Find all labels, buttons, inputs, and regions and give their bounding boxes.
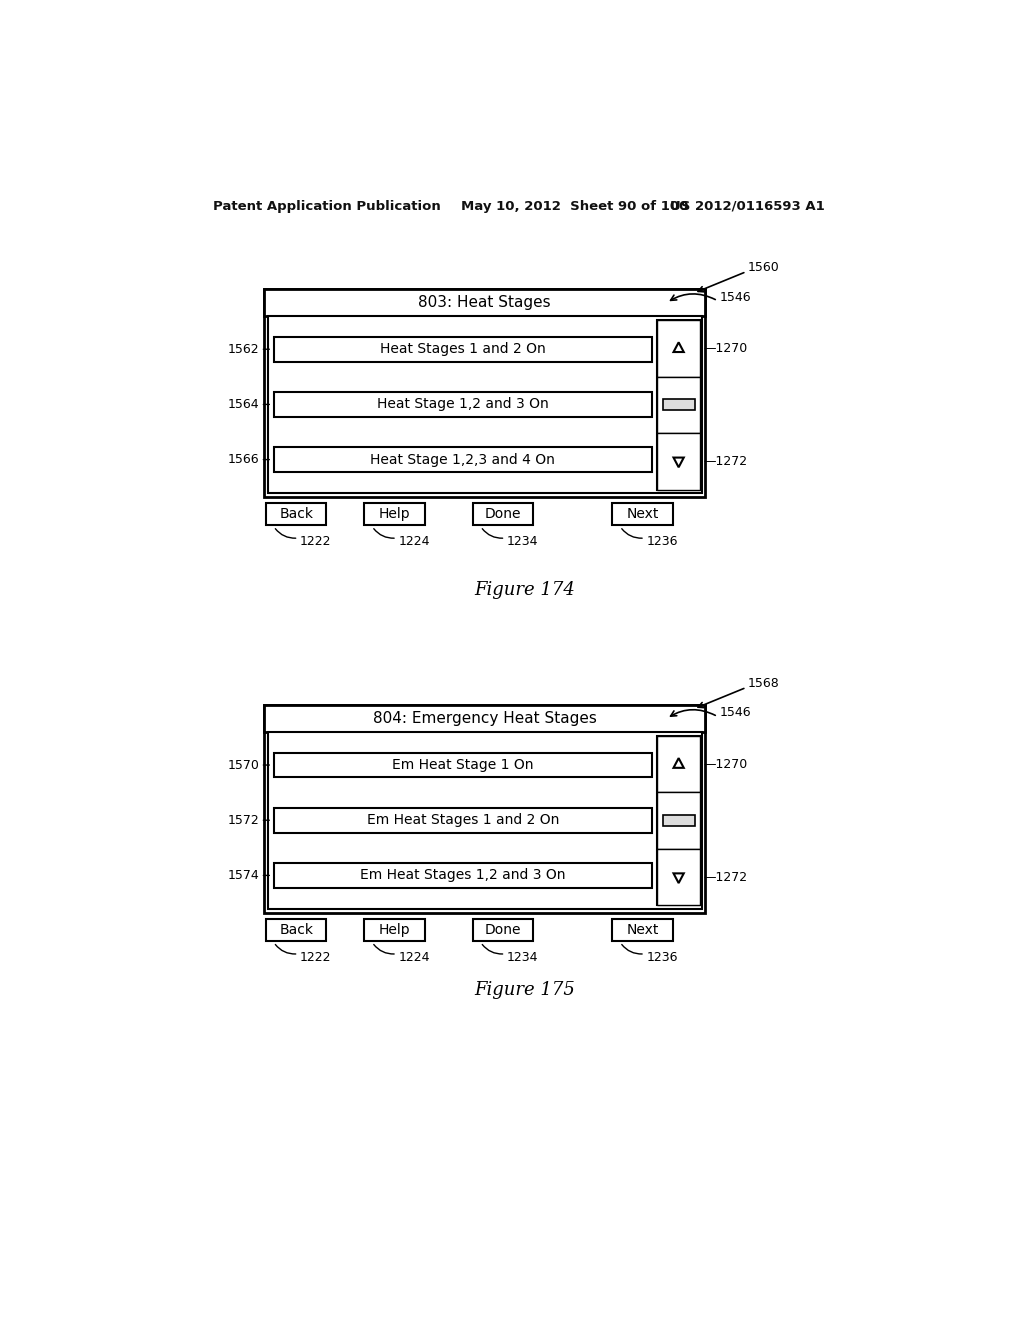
Text: Em Heat Stage 1 On: Em Heat Stage 1 On xyxy=(392,758,534,772)
Text: 1560: 1560 xyxy=(748,261,779,275)
Bar xyxy=(657,792,700,849)
Bar xyxy=(266,919,327,941)
Bar xyxy=(267,733,701,909)
Text: 1224: 1224 xyxy=(398,952,430,964)
Bar xyxy=(266,503,327,525)
Text: 1236: 1236 xyxy=(646,952,678,964)
Text: 1570: 1570 xyxy=(228,759,260,771)
Text: 1224: 1224 xyxy=(398,536,430,548)
Bar xyxy=(657,376,700,433)
Text: Heat Stage 1,2 and 3 On: Heat Stage 1,2 and 3 On xyxy=(377,397,549,412)
Bar xyxy=(663,400,694,411)
Bar xyxy=(263,705,706,733)
Text: 1566: 1566 xyxy=(228,453,260,466)
Text: Done: Done xyxy=(484,507,521,521)
Bar xyxy=(612,503,673,525)
Bar xyxy=(365,503,425,525)
Bar xyxy=(663,816,694,826)
Text: Back: Back xyxy=(280,923,313,937)
Text: Figure 174: Figure 174 xyxy=(474,581,575,598)
Bar xyxy=(657,737,700,906)
Text: Help: Help xyxy=(379,507,411,521)
Text: Next: Next xyxy=(627,923,658,937)
Bar xyxy=(263,705,706,913)
Bar xyxy=(657,433,700,490)
Text: 1236: 1236 xyxy=(646,536,678,548)
Text: 1568: 1568 xyxy=(748,677,779,690)
Text: 1546: 1546 xyxy=(719,290,751,304)
Text: 803: Heat Stages: 803: Heat Stages xyxy=(418,296,551,310)
Text: 1574: 1574 xyxy=(228,869,260,882)
Text: 804: Emergency Heat Stages: 804: Emergency Heat Stages xyxy=(373,711,596,726)
Text: May 10, 2012  Sheet 90 of 100: May 10, 2012 Sheet 90 of 100 xyxy=(461,199,688,213)
Text: —1270: —1270 xyxy=(703,342,749,355)
Text: 1234: 1234 xyxy=(507,952,539,964)
Text: US 2012/0116593 A1: US 2012/0116593 A1 xyxy=(671,199,825,213)
Text: Em Heat Stages 1,2 and 3 On: Em Heat Stages 1,2 and 3 On xyxy=(360,869,565,882)
Text: Heat Stage 1,2,3 and 4 On: Heat Stage 1,2,3 and 4 On xyxy=(371,453,555,466)
Text: 1222: 1222 xyxy=(300,536,332,548)
Bar xyxy=(657,849,700,906)
Text: Done: Done xyxy=(484,923,521,937)
Bar xyxy=(657,321,700,490)
Bar xyxy=(612,919,673,941)
Bar xyxy=(273,863,652,888)
Bar xyxy=(273,447,652,473)
Text: 1234: 1234 xyxy=(507,536,539,548)
Text: Heat Stages 1 and 2 On: Heat Stages 1 and 2 On xyxy=(380,342,546,356)
Bar xyxy=(267,317,701,494)
Text: 1222: 1222 xyxy=(300,952,332,964)
Bar xyxy=(273,808,652,833)
Text: Next: Next xyxy=(627,507,658,521)
Text: Back: Back xyxy=(280,507,313,521)
Text: Em Heat Stages 1 and 2 On: Em Heat Stages 1 and 2 On xyxy=(367,813,559,828)
Text: —1272: —1272 xyxy=(703,871,748,883)
Text: —1270: —1270 xyxy=(703,758,749,771)
Bar xyxy=(657,321,700,376)
Bar xyxy=(273,337,652,362)
Bar xyxy=(263,289,706,317)
Text: 1572: 1572 xyxy=(228,813,260,826)
Text: Figure 175: Figure 175 xyxy=(474,981,575,999)
Text: 1546: 1546 xyxy=(719,706,751,719)
Text: Patent Application Publication: Patent Application Publication xyxy=(213,199,441,213)
Bar xyxy=(657,737,700,792)
Text: Help: Help xyxy=(379,923,411,937)
Bar xyxy=(365,919,425,941)
Bar xyxy=(263,289,706,498)
Bar xyxy=(473,503,534,525)
Text: —1272: —1272 xyxy=(703,455,748,467)
Bar xyxy=(473,919,534,941)
Bar xyxy=(273,752,652,777)
Bar xyxy=(273,392,652,417)
Text: 1562: 1562 xyxy=(228,343,260,355)
Text: 1564: 1564 xyxy=(228,397,260,411)
